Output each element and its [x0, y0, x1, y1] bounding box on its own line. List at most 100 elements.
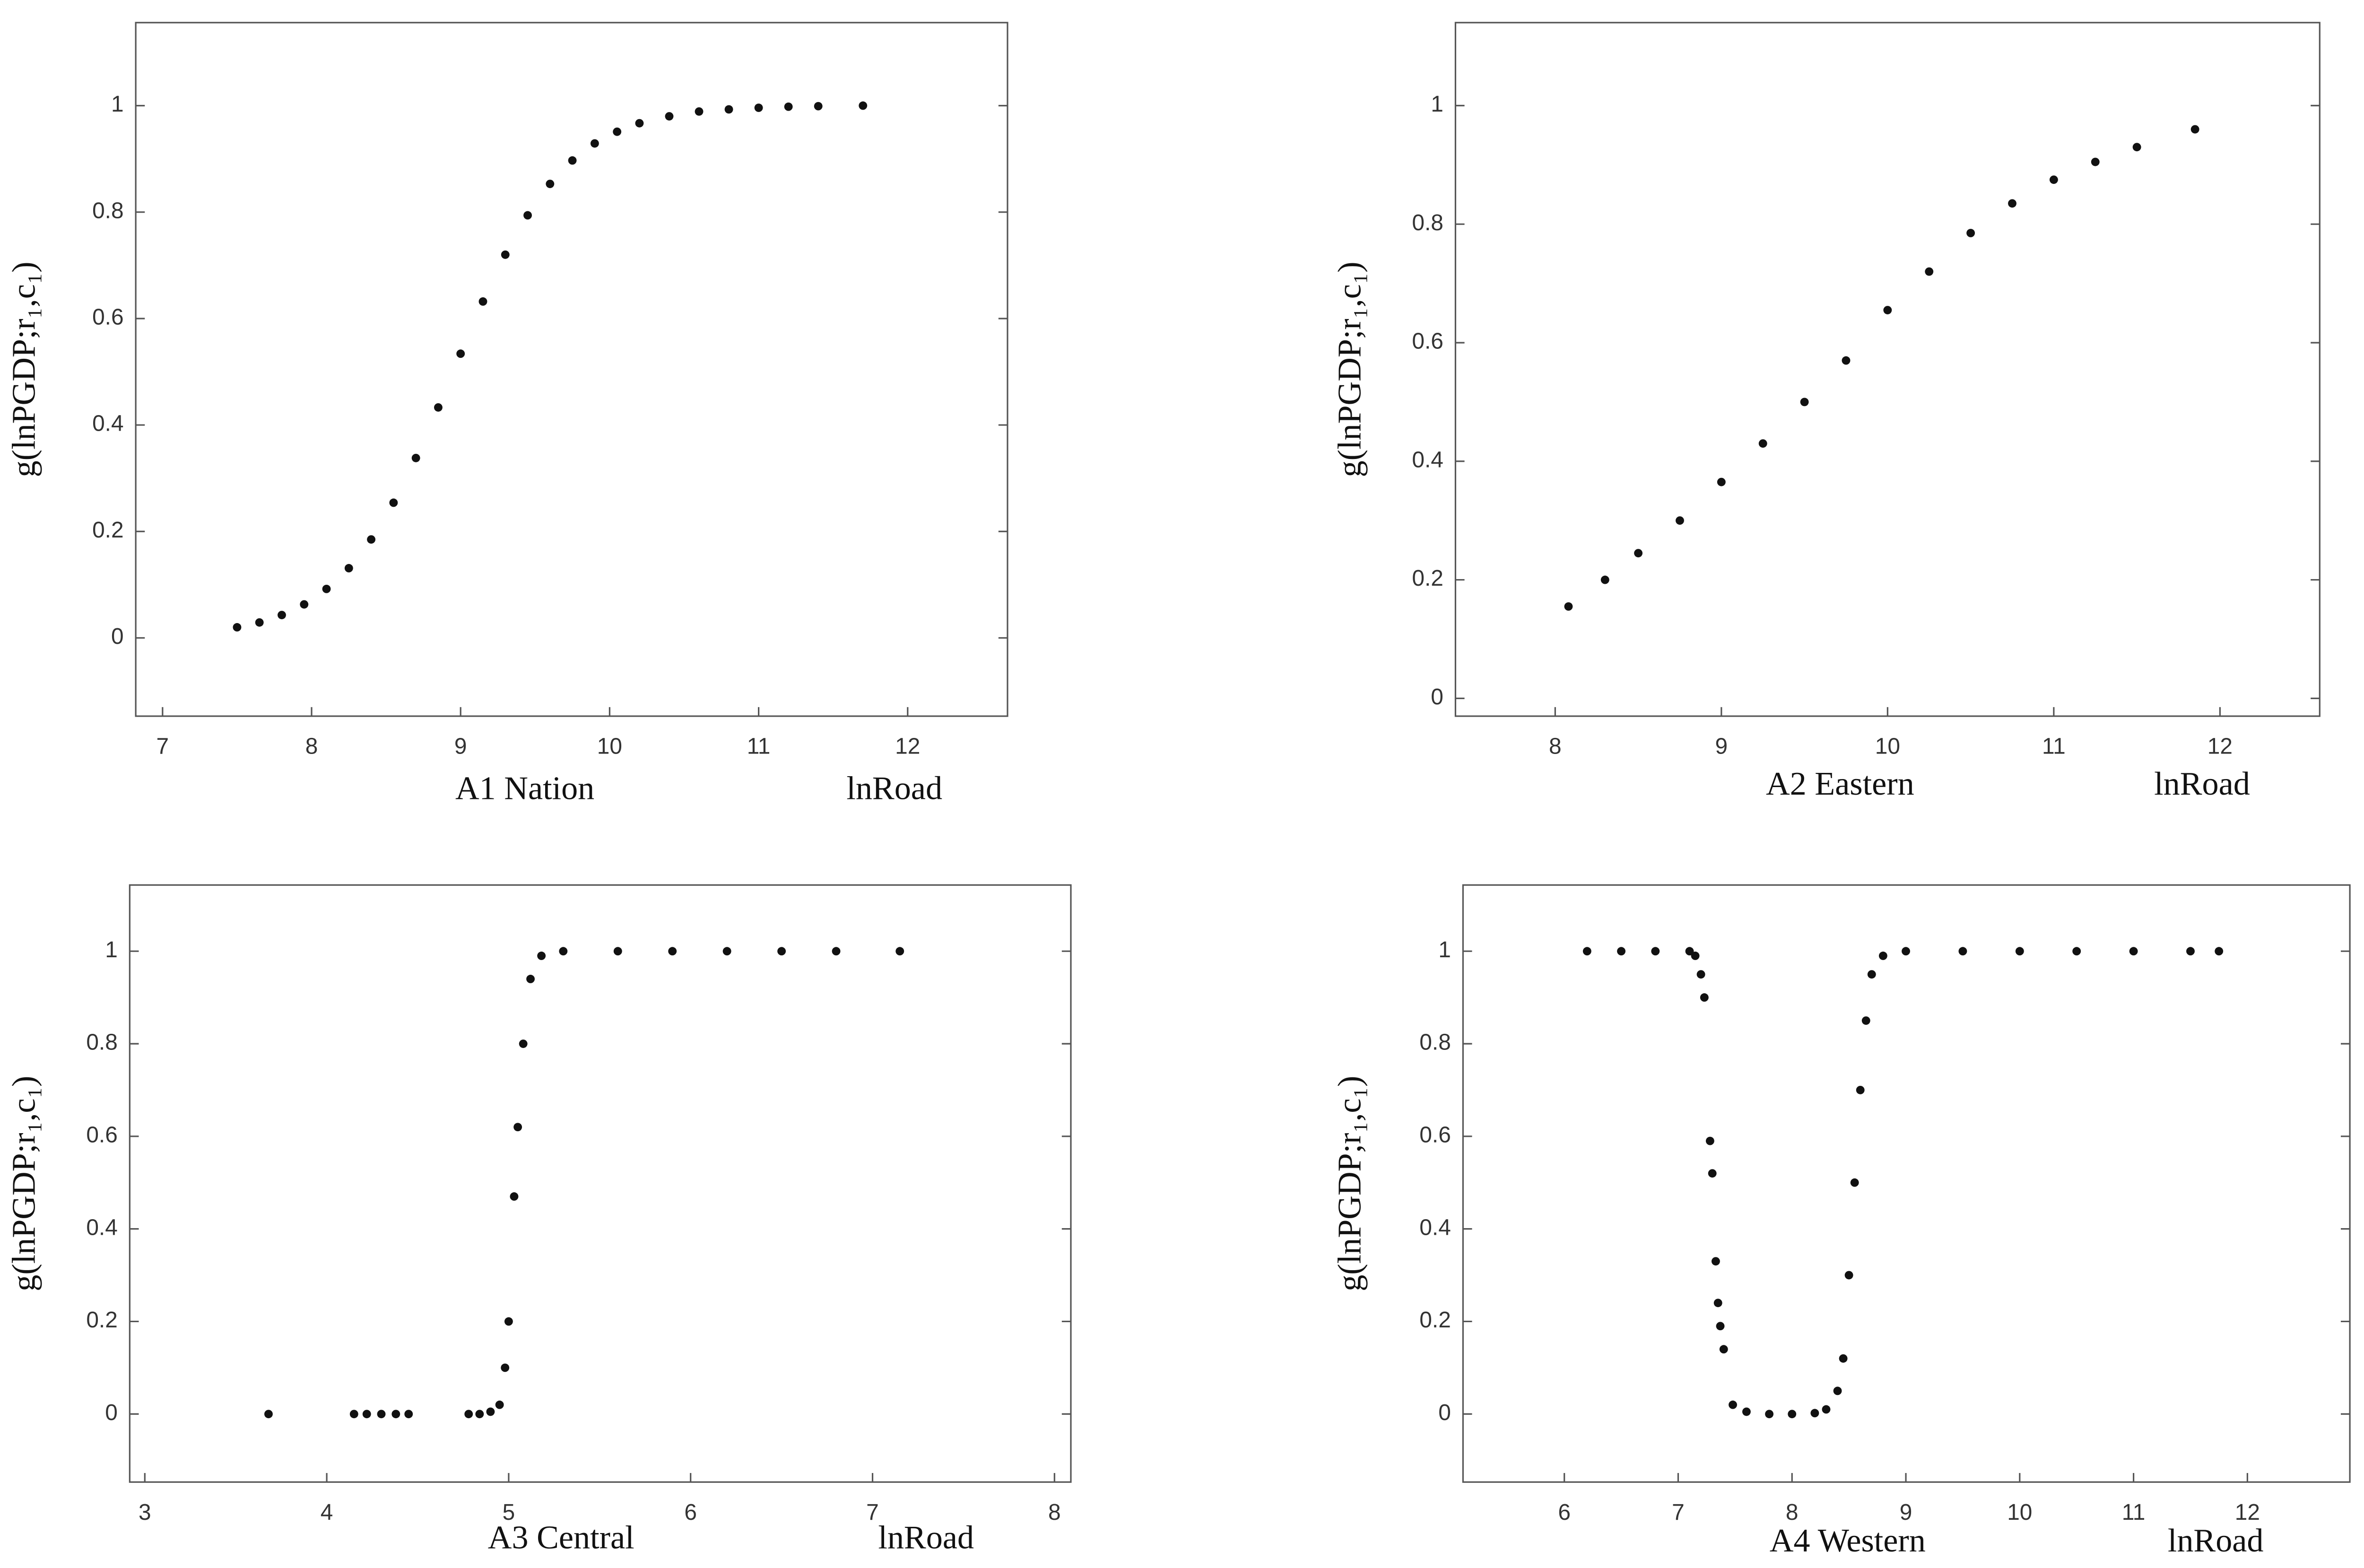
- point: [1582, 947, 1591, 956]
- y-tick-label: 0.4: [86, 1215, 118, 1240]
- point: [362, 1410, 371, 1419]
- x-tick-label: 12: [895, 734, 920, 759]
- point: [278, 611, 286, 619]
- point: [233, 623, 242, 632]
- point: [1844, 1271, 1853, 1280]
- x-tick-label: 8: [1549, 734, 1562, 759]
- point: [1676, 516, 1684, 525]
- y-tick-label: 0.2: [86, 1308, 118, 1333]
- y-tick-label: 0: [1438, 1400, 1451, 1425]
- y-tick-label: 0: [1431, 684, 1443, 710]
- point: [344, 564, 353, 572]
- point: [2091, 157, 2100, 166]
- x-tick-label: 10: [1875, 734, 1900, 759]
- point: [1850, 1178, 1859, 1187]
- x-tick-label: 12: [2235, 1500, 2260, 1525]
- point: [504, 1317, 513, 1326]
- point: [349, 1410, 358, 1419]
- y-tick-label: 0.4: [1412, 447, 1443, 472]
- y-tick-label: 0.2: [1419, 1308, 1451, 1333]
- point: [404, 1410, 413, 1419]
- panel-title: A1 Nation: [455, 770, 594, 807]
- panel: 0 0.2 0.4 0.6 0.8 1 7 8 9 10 11 12 A1 Nation lnRoad g(…: [6, 22, 1008, 807]
- point: [1925, 267, 1934, 276]
- point: [665, 112, 674, 121]
- point: [2072, 947, 2081, 956]
- point: [1867, 970, 1876, 979]
- plot-frame: [135, 22, 1008, 717]
- point: [456, 349, 465, 358]
- y-tick-label: 1: [1438, 937, 1451, 962]
- x-axis-label: lnRoad: [2168, 1522, 2264, 1559]
- y-tick-label: 0.2: [92, 518, 124, 543]
- point: [1822, 1405, 1831, 1414]
- y-tick-label: 0.6: [1419, 1122, 1451, 1147]
- point: [1651, 947, 1660, 956]
- point: [255, 618, 264, 627]
- y-tick-label: 0.8: [92, 198, 124, 223]
- point: [1902, 947, 1910, 956]
- point: [832, 947, 841, 956]
- y-axis-label: g(lnPGDP;r₁,c₁): [1331, 1076, 1368, 1291]
- point: [2190, 125, 2199, 134]
- point: [501, 250, 510, 259]
- point: [1634, 549, 1643, 558]
- y-tick-label: 0.8: [1419, 1030, 1451, 1055]
- point: [613, 127, 622, 136]
- point: [1719, 1345, 1728, 1354]
- x-tick-label: 12: [2208, 734, 2233, 759]
- point: [1878, 952, 1887, 960]
- point: [2008, 199, 2016, 208]
- point: [1716, 1322, 1725, 1331]
- y-axis-label: g(lnPGDP;r₁,c₁): [6, 1076, 43, 1291]
- point: [411, 453, 420, 462]
- point: [367, 535, 376, 544]
- x-tick-label: 7: [1672, 1500, 1685, 1525]
- point: [1691, 952, 1700, 960]
- y-tick-label: 0: [111, 624, 124, 649]
- point: [590, 139, 599, 148]
- y-tick-label: 1: [105, 937, 118, 962]
- point: [635, 119, 644, 128]
- x-tick-label: 3: [139, 1500, 151, 1525]
- point: [1765, 1410, 1774, 1419]
- point: [559, 947, 568, 956]
- point: [722, 947, 731, 956]
- x-tick-label: 6: [1558, 1500, 1571, 1525]
- y-tick-label: 0: [105, 1400, 118, 1425]
- point: [1742, 1407, 1751, 1416]
- y-tick-label: 1: [1431, 92, 1443, 117]
- point: [519, 1040, 528, 1048]
- y-tick-label: 0.6: [86, 1122, 118, 1147]
- point: [1713, 1299, 1722, 1308]
- point: [2129, 947, 2138, 956]
- x-tick-label: 11: [2122, 1500, 2146, 1525]
- point: [523, 211, 532, 220]
- point: [1856, 1085, 1865, 1094]
- panel: 0 0.2 0.4 0.6 0.8 1 3 4 5 6 7 8 A3 Central lnRoad g(ln…: [6, 884, 1072, 1556]
- y-tick-label: 0.4: [92, 411, 124, 436]
- point: [1564, 602, 1573, 611]
- point: [2186, 947, 2195, 956]
- point: [814, 102, 823, 111]
- x-tick-label: 6: [684, 1500, 697, 1525]
- point: [1883, 306, 1892, 314]
- point: [1833, 1386, 1842, 1395]
- x-tick-label: 8: [1048, 1500, 1061, 1525]
- x-tick-label: 9: [454, 734, 467, 759]
- point: [1861, 1016, 1870, 1025]
- point: [1696, 970, 1705, 979]
- point: [1617, 947, 1625, 956]
- x-tick-label: 7: [156, 734, 169, 759]
- x-tick-label: 8: [305, 734, 318, 759]
- plot-frame: [1462, 884, 2351, 1483]
- point: [613, 947, 622, 956]
- y-tick-label: 1: [111, 92, 124, 117]
- point: [1758, 439, 1767, 448]
- point: [434, 403, 443, 412]
- x-tick-label: 5: [503, 1500, 515, 1525]
- point: [513, 1123, 522, 1132]
- point: [300, 600, 309, 609]
- x-tick-label: 8: [1786, 1500, 1799, 1525]
